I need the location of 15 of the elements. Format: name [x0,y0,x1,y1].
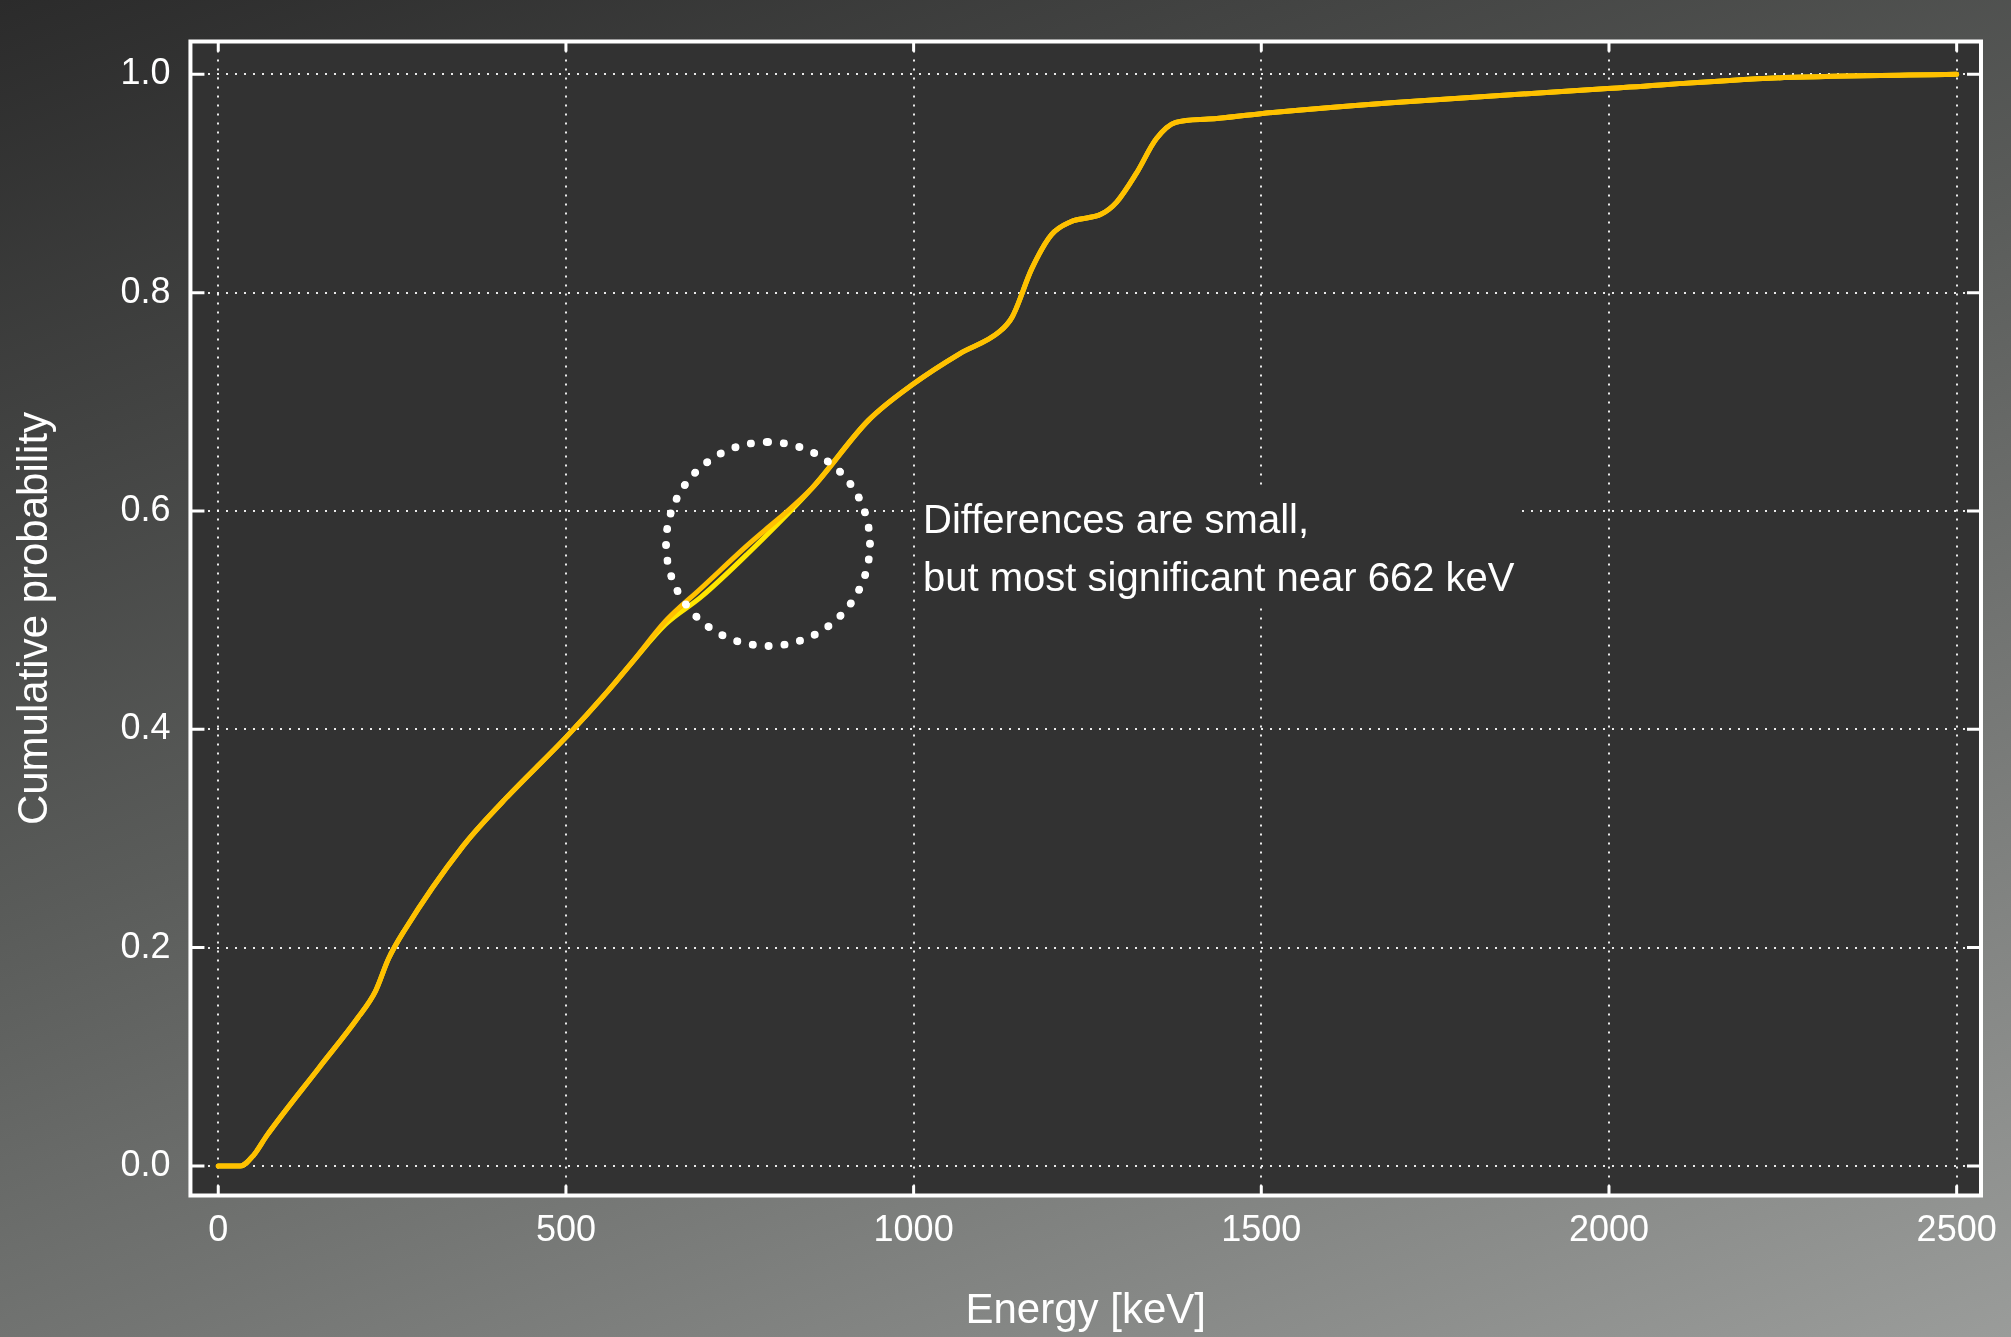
y-tick-label: 0.4 [120,706,171,748]
y-tick-label: 0.0 [120,1142,171,1184]
x-tick-label: 500 [535,1207,596,1249]
x-tick-label: 1500 [1221,1207,1302,1249]
y-tick-label: 0.8 [120,269,171,311]
x-tick-label: 0 [208,1207,229,1249]
x-axis-title: Energy [keV] [965,1285,1206,1333]
x-tick-label: 2500 [1916,1207,1997,1249]
y-tick-label: 1.0 [120,51,171,93]
x-tick-label: 2000 [1568,1207,1650,1249]
y-tick-label: 0.2 [120,924,171,966]
y-axis-title: Cumulative probability [8,411,56,826]
annotation: Differences are small, but most significant near 662 keV [923,496,1515,601]
y-tick-label: 0.6 [120,487,171,529]
x-tick-label: 1000 [873,1207,954,1249]
